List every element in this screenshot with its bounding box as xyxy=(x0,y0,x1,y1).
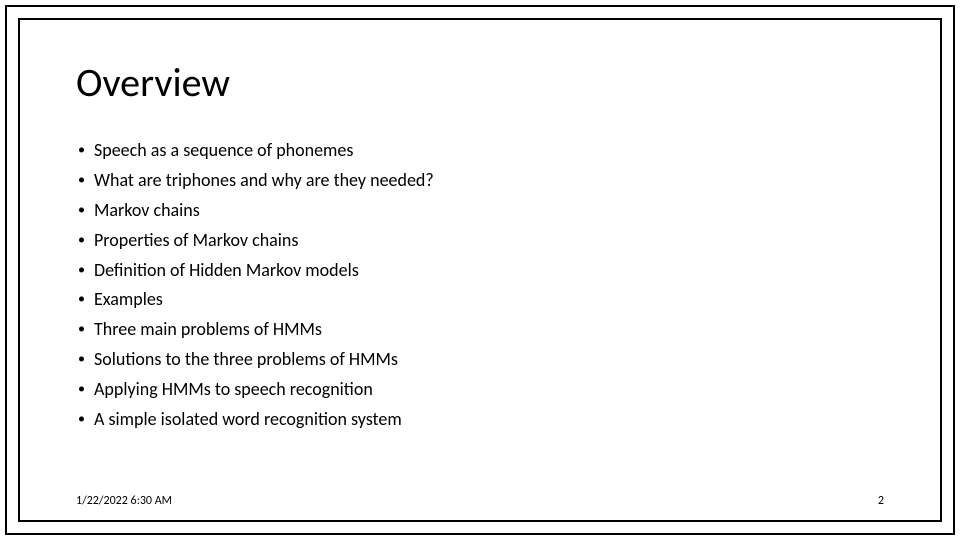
list-item: Examples xyxy=(76,286,884,314)
inner-border: Overview Speech as a sequence of phoneme… xyxy=(18,18,942,522)
slide-footer: 1/22/2022 6:30 AM 2 xyxy=(76,494,884,508)
list-item: What are triphones and why are they need… xyxy=(76,167,884,195)
list-item: Solutions to the three problems of HMMs xyxy=(76,346,884,374)
list-item: Markov chains xyxy=(76,197,884,225)
list-item: Three main problems of HMMs xyxy=(76,316,884,344)
footer-page-number: 2 xyxy=(878,494,884,508)
list-item: A simple isolated word recognition syste… xyxy=(76,406,884,434)
footer-timestamp: 1/22/2022 6:30 AM xyxy=(76,494,172,508)
list-item: Applying HMMs to speech recognition xyxy=(76,376,884,404)
list-item: Speech as a sequence of phonemes xyxy=(76,137,884,165)
list-item: Properties of Markov chains xyxy=(76,227,884,255)
bullet-list: Speech as a sequence of phonemes What ar… xyxy=(76,137,884,434)
list-item: Definition of Hidden Markov models xyxy=(76,257,884,285)
slide: Overview Speech as a sequence of phoneme… xyxy=(0,0,960,540)
slide-title: Overview xyxy=(76,58,884,107)
